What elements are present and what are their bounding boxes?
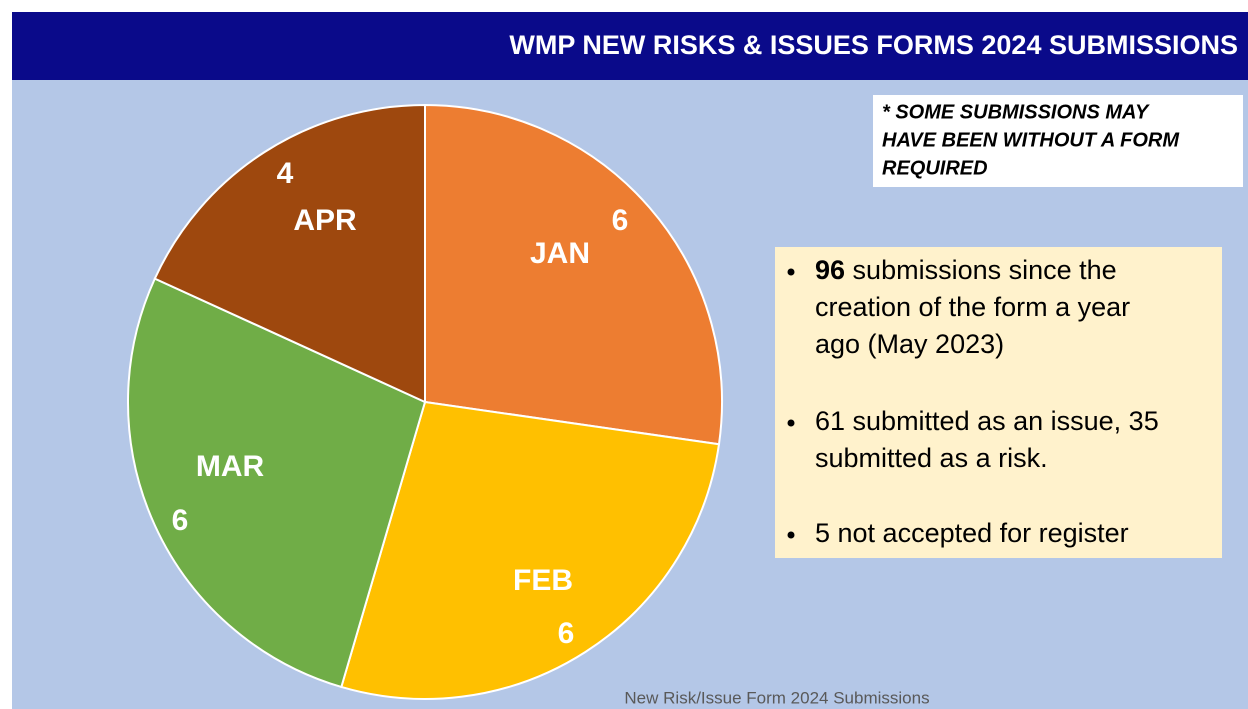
bullet-box: [775, 247, 1222, 558]
slice-category: JAN: [530, 237, 590, 270]
bullet-line: submitted as a risk.: [815, 443, 1048, 473]
note-line: * SOME SUBMISSIONS MAY: [882, 101, 1150, 123]
header-title: WMP NEW RISKS & ISSUES FORMS 2024 SUBMIS…: [509, 30, 1238, 60]
slice-category: FEB: [513, 564, 573, 597]
note-line: REQUIRED: [882, 157, 988, 179]
chart-title: New Risk/Issue Form 2024 Submissions: [624, 688, 929, 707]
slice-value: 4: [277, 157, 294, 190]
pie-slice: [127, 277, 427, 689]
header-bar: [12, 12, 1248, 80]
bullet-dot: [787, 268, 795, 276]
note-line: HAVE BEEN WITHOUT A FORM: [882, 129, 1180, 151]
bullet-text: submitted as a risk.: [815, 443, 1048, 473]
bullet-line: 5 not accepted for register: [815, 518, 1129, 548]
bullet-text: submissions since the: [845, 255, 1117, 285]
bullet-line: 96 submissions since the: [815, 255, 1117, 285]
slice-category: MAR: [196, 450, 265, 483]
pie-slice: [340, 400, 721, 700]
slice-value: 6: [558, 617, 575, 650]
bullet-dot: [787, 531, 795, 539]
bullet-text: 61 submitted as an issue, 35: [815, 406, 1159, 436]
bullet-bold: 96: [815, 255, 845, 285]
bullet-text: 5 not accepted for register: [815, 518, 1129, 548]
bullet-dot: [787, 419, 795, 427]
bullet-text: ago (May 2023): [815, 329, 1004, 359]
note-box: [873, 95, 1243, 187]
pie-slice: [153, 103, 426, 404]
bullet-line: creation of the form a year: [815, 292, 1130, 322]
bullet-text: creation of the form a year: [815, 292, 1130, 322]
bullet-line: ago (May 2023): [815, 329, 1004, 359]
slice-value: 6: [172, 504, 189, 537]
slice-category: APR: [293, 204, 357, 237]
bullet-line: 61 submitted as an issue, 35: [815, 406, 1159, 436]
pie-slice: [424, 103, 723, 446]
slice-value: 6: [612, 204, 629, 237]
